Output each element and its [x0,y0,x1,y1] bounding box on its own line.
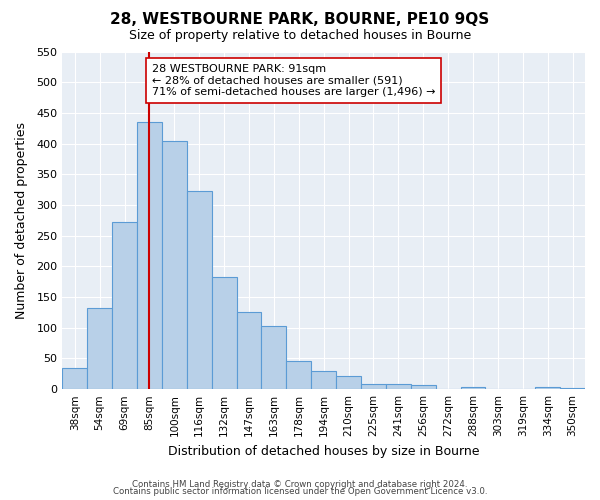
Bar [162,140,187,389]
Bar [262,326,286,389]
Bar [62,368,87,389]
Y-axis label: Number of detached properties: Number of detached properties [15,122,28,319]
Bar [137,122,162,389]
Text: 28, WESTBOURNE PARK, BOURNE, PE10 9QS: 28, WESTBOURNE PARK, BOURNE, PE10 9QS [110,12,490,28]
Text: Size of property relative to detached houses in Bourne: Size of property relative to detached ho… [129,29,471,42]
Bar [236,312,262,389]
Bar [511,388,535,389]
Bar [187,191,212,389]
Bar [461,388,485,389]
Bar [436,388,461,389]
Bar [87,308,112,389]
Bar [411,385,436,389]
Bar [386,384,411,389]
Bar [560,388,585,389]
Bar [311,371,336,389]
Bar [361,384,386,389]
Bar [535,388,560,389]
Bar [485,388,511,389]
X-axis label: Distribution of detached houses by size in Bourne: Distribution of detached houses by size … [168,444,479,458]
Text: Contains HM Land Registry data © Crown copyright and database right 2024.: Contains HM Land Registry data © Crown c… [132,480,468,489]
Text: Contains public sector information licensed under the Open Government Licence v3: Contains public sector information licen… [113,488,487,496]
Bar [286,361,311,389]
Text: 28 WESTBOURNE PARK: 91sqm
← 28% of detached houses are smaller (591)
71% of semi: 28 WESTBOURNE PARK: 91sqm ← 28% of detac… [152,64,436,97]
Bar [112,222,137,389]
Bar [212,278,236,389]
Bar [336,376,361,389]
